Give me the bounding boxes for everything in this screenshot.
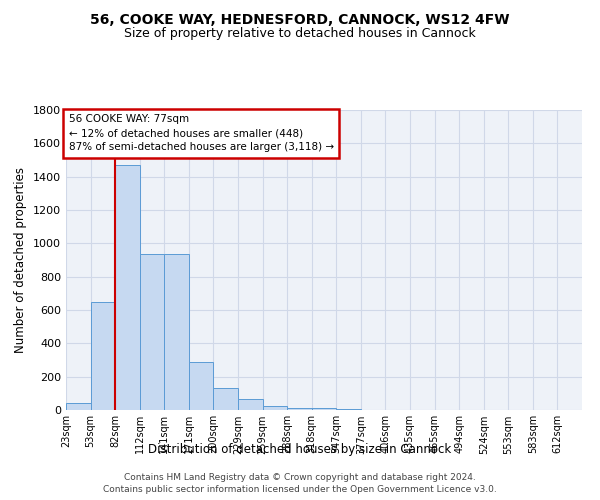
Text: Size of property relative to detached houses in Cannock: Size of property relative to detached ho… [124, 28, 476, 40]
Bar [66, 404, 91, 410]
Text: Contains HM Land Registry data © Crown copyright and database right 2024.: Contains HM Land Registry data © Crown c… [124, 472, 476, 482]
Bar [287, 408, 312, 410]
Bar [263, 406, 287, 410]
Bar [312, 408, 336, 410]
Text: Contains public sector information licensed under the Open Government Licence v3: Contains public sector information licen… [103, 485, 497, 494]
Bar [189, 362, 214, 410]
Bar [336, 409, 361, 410]
Bar [115, 165, 140, 410]
Bar [140, 254, 164, 410]
Text: Distribution of detached houses by size in Cannock: Distribution of detached houses by size … [148, 442, 452, 456]
Text: 56, COOKE WAY, HEDNESFORD, CANNOCK, WS12 4FW: 56, COOKE WAY, HEDNESFORD, CANNOCK, WS12… [90, 12, 510, 26]
Y-axis label: Number of detached properties: Number of detached properties [14, 167, 28, 353]
Bar [164, 254, 189, 410]
Text: 56 COOKE WAY: 77sqm
← 12% of detached houses are smaller (448)
87% of semi-detac: 56 COOKE WAY: 77sqm ← 12% of detached ho… [68, 114, 334, 152]
Bar [91, 302, 115, 410]
Bar [238, 399, 263, 410]
Bar [214, 388, 238, 410]
